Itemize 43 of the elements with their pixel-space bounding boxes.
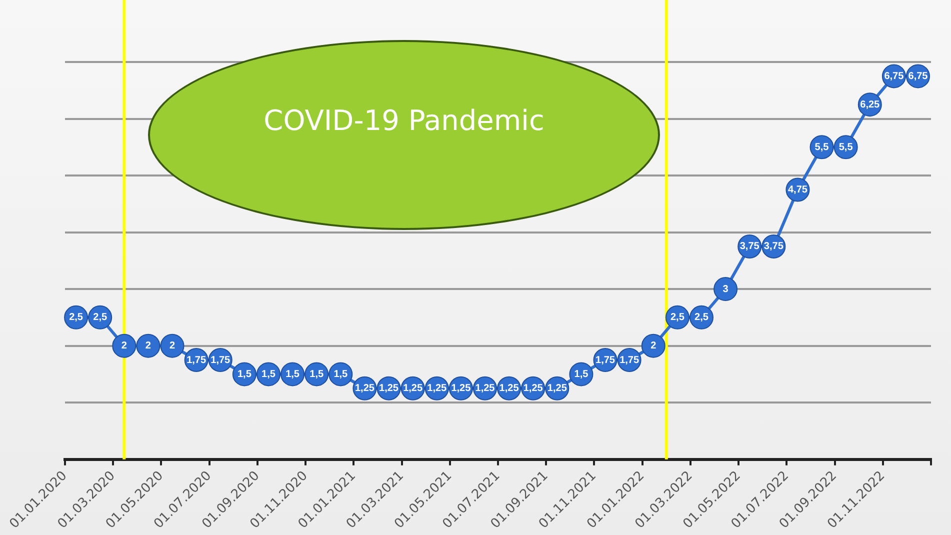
data-label: 1,75 xyxy=(620,354,640,366)
data-label: 6,75 xyxy=(908,70,928,82)
data-label: 2,5 xyxy=(694,312,709,324)
ellipse-shape: COVID-19 Pandemic xyxy=(148,40,660,230)
data-label: 1,5 xyxy=(262,368,276,380)
data-label: 2 xyxy=(121,340,128,352)
data-label: 2,5 xyxy=(670,312,685,324)
data-label: 5,5 xyxy=(838,142,854,153)
data-label: 2,5 xyxy=(93,312,108,324)
data-label: 2 xyxy=(169,340,176,352)
point xyxy=(136,334,160,358)
data-label: 1,25 xyxy=(547,383,568,394)
data-label: 6,25 xyxy=(860,99,880,110)
point xyxy=(112,334,136,358)
data-label: 1,5 xyxy=(237,368,252,380)
data-label: 1,5 xyxy=(574,368,589,380)
data-label: 2 xyxy=(145,340,152,352)
data-label: 1,25 xyxy=(523,383,544,394)
annotation: COVID-19 Pandemic xyxy=(264,104,544,137)
point xyxy=(641,334,666,358)
data-label: 1,5 xyxy=(310,368,324,380)
data-label: 3,75 xyxy=(740,241,760,252)
data-label: 1,25 xyxy=(379,383,399,394)
data-label: 3 xyxy=(722,284,729,295)
data-label: 2,5 xyxy=(69,312,84,324)
data-label: 1,5 xyxy=(334,368,348,380)
data-label: 1,25 xyxy=(354,383,375,394)
data-label: 1,75 xyxy=(210,354,231,366)
data-label: 1,5 xyxy=(286,368,300,380)
data-label: 6,75 xyxy=(884,70,904,82)
data-label: 4,75 xyxy=(788,184,808,196)
data-label: 5,5 xyxy=(814,142,830,153)
data-label: 1,25 xyxy=(427,383,448,394)
data-label: 1,25 xyxy=(475,383,496,394)
data-label: 1,75 xyxy=(596,354,616,366)
point xyxy=(160,334,184,358)
data-label: 3,75 xyxy=(764,241,784,252)
data-label: 1,25 xyxy=(499,383,520,394)
data-label: 2 xyxy=(650,340,657,352)
data-label: 1,25 xyxy=(451,383,472,394)
data-label: 1,75 xyxy=(186,354,206,366)
point xyxy=(714,277,738,302)
data-label: 1,25 xyxy=(403,383,423,394)
